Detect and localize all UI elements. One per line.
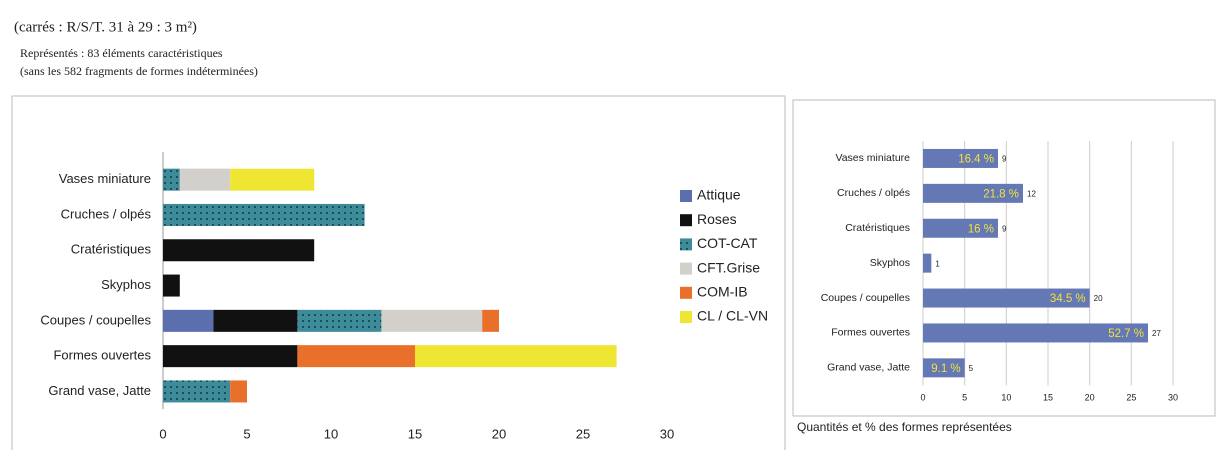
legend-label: COT-CAT: [697, 235, 758, 251]
y-tick-label: Cratéristiques: [845, 222, 910, 234]
y-tick-label: Grand vase, Jatte: [48, 383, 151, 398]
legend-swatch: [680, 262, 692, 275]
bar: [923, 288, 1090, 308]
x-tick-label: 10: [324, 426, 338, 441]
y-tick-label: Vases miniature: [59, 171, 151, 186]
x-tick-label: 30: [1168, 392, 1178, 402]
x-tick-label: 10: [1001, 392, 1011, 402]
y-tick-label: Skyphos: [101, 277, 151, 292]
y-tick-label: Coupes / coupelles: [821, 292, 910, 304]
note: Représentés : 83 éléments caractéristiqu…: [20, 46, 223, 60]
bar-segment: [163, 203, 365, 226]
bar-segment: [415, 345, 617, 368]
value-label: 9: [1002, 224, 1007, 233]
value-label: 20: [1094, 294, 1103, 303]
bar: [923, 148, 998, 168]
value-label: 1: [935, 259, 940, 268]
y-tick-label: Cratéristiques: [71, 242, 152, 257]
percent-label: 16 %: [968, 223, 994, 235]
legend-label: CL / CL-VN: [697, 308, 768, 324]
x-tick-label: 15: [1043, 392, 1053, 402]
value-label: 9: [1002, 155, 1007, 164]
right-panel: [792, 99, 1216, 417]
bar-segment: [297, 309, 382, 332]
caption: Quantités et % des formes représentées: [797, 420, 1012, 434]
left-panel: [11, 95, 786, 450]
y-tick-label: Cruches / olpés: [837, 187, 910, 199]
y-tick-label: Formes ouvertes: [53, 348, 151, 363]
x-tick-label: 25: [1126, 392, 1136, 402]
legend-label: CFT.Grise: [697, 259, 760, 275]
legend-swatch: [680, 238, 692, 251]
x-tick-label: 20: [1085, 392, 1095, 402]
bar: [923, 218, 998, 238]
x-tick-label: 30: [660, 426, 674, 441]
y-tick-label: Skyphos: [870, 257, 910, 269]
bar-segment: [230, 380, 247, 403]
legend-swatch: [680, 214, 692, 227]
subtitle: (carrés : R/S/T. 31 à 29 : 3 m²): [14, 19, 197, 35]
percent-label: 52.7 %: [1108, 328, 1144, 340]
bar-segment: [482, 309, 499, 332]
bar: [923, 323, 1148, 343]
value-label: 12: [1027, 189, 1036, 198]
percent-label: 9.1 %: [931, 363, 960, 375]
bar-segment: [163, 345, 298, 368]
value-label: 5: [969, 364, 974, 373]
y-tick-label: Cruches / olpés: [61, 206, 152, 221]
bar: [923, 253, 932, 273]
bar-segment: [179, 168, 231, 191]
y-tick-label: Coupes / coupelles: [40, 312, 151, 327]
bar-segment: [163, 168, 180, 191]
x-tick-label: 15: [408, 426, 422, 441]
x-tick-label: 5: [243, 426, 250, 441]
percent-label: 16.4 %: [958, 153, 994, 165]
x-tick-label: 5: [962, 392, 967, 402]
bar-segment: [297, 345, 415, 368]
x-tick-label: 25: [576, 426, 590, 441]
legend-label: Roses: [697, 211, 737, 227]
note: (sans les 582 fragments de formes indéte…: [20, 64, 258, 78]
legend-label: COM-IB: [697, 284, 748, 300]
value-label: 27: [1152, 329, 1161, 338]
y-tick-label: Vases miniature: [835, 152, 910, 164]
bar-segment: [381, 309, 483, 332]
bar-segment: [163, 380, 231, 403]
x-tick-label: 0: [920, 392, 925, 402]
legend-swatch: [680, 311, 692, 323]
legend-swatch: [680, 190, 692, 202]
y-tick-label: Grand vase, Jatte: [827, 362, 910, 374]
bar: [923, 358, 965, 378]
percent-label: 34.5 %: [1050, 293, 1086, 305]
bar-segment: [163, 309, 214, 332]
bar-segment: [230, 168, 315, 191]
bar: [923, 183, 1023, 203]
legend-label: Attique: [697, 187, 741, 203]
percent-label: 21.8 %: [983, 188, 1019, 200]
x-tick-label: 20: [492, 426, 506, 441]
bar-segment: [163, 274, 180, 297]
y-tick-label: Formes ouvertes: [831, 327, 910, 339]
x-tick-label: 0: [159, 426, 166, 441]
bar-segment: [163, 239, 315, 262]
legend-swatch: [680, 286, 692, 299]
bar-segment: [213, 309, 298, 332]
